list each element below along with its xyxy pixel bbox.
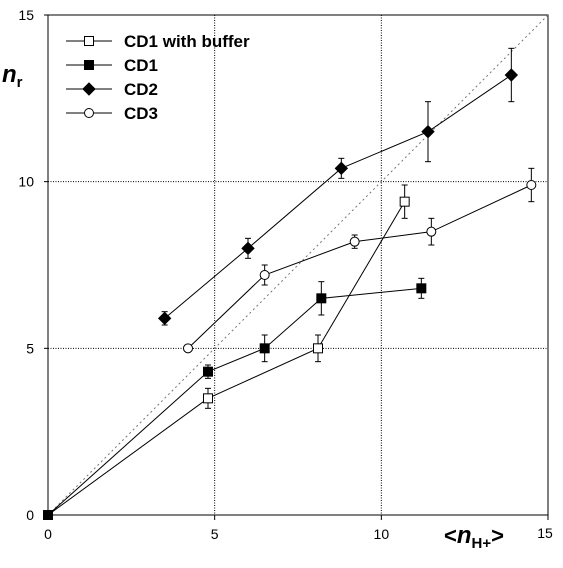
series-line-cd2 (164, 74, 512, 319)
y-axis-label: nr (2, 61, 23, 91)
y-tick-label: 5 (26, 340, 34, 356)
data-point-cd2 (157, 311, 172, 326)
legend-marker (84, 108, 94, 118)
data-point-cd2 (504, 68, 519, 82)
plot-frame (47, 14, 549, 516)
grid (48, 15, 548, 515)
legend-label: CD1 (124, 56, 158, 75)
reference-diagonal-line (47, 14, 549, 516)
data-point-cd3 (526, 180, 537, 190)
data-point-cd3 (426, 226, 437, 237)
data-point-cd3 (259, 270, 270, 280)
data-point-cd1 (259, 343, 270, 354)
x-tick-label: 15 (537, 525, 553, 541)
legend-marker (84, 36, 94, 46)
data-point-cd1-with-buffer (399, 196, 410, 207)
data-point-cd3 (349, 236, 360, 247)
y-tick-label: 10 (18, 174, 34, 190)
series-line-cd1-with-buffer (47, 201, 406, 516)
x-tick-label: 0 (44, 526, 52, 542)
x-tick-label: 5 (211, 526, 219, 542)
x-axis-label: <nH+> (444, 522, 504, 552)
data-point-cd1 (203, 366, 213, 377)
legend: CD1 with buffer CD1 CD2 CD3 (66, 32, 250, 123)
y-tick-label: 15 (18, 7, 34, 23)
series-cd3 (183, 167, 537, 354)
legend-label: CD3 (124, 104, 158, 123)
data-point-cd2 (241, 241, 255, 256)
series-line-cd1 (47, 287, 422, 516)
series-layer (43, 47, 537, 520)
series-cd2 (157, 47, 519, 326)
data-point-cd1 (316, 293, 327, 304)
data-point-cd1-with-buffer (313, 343, 323, 354)
legend-entry-cd2: CD2 (66, 80, 158, 99)
x-tick-label: 10 (374, 526, 390, 542)
legend-entry-cd3: CD3 (66, 104, 158, 123)
data-point-cd1 (43, 510, 53, 520)
y-tick-label: 0 (26, 507, 34, 523)
data-point-cd1 (416, 283, 427, 294)
axis-ticks: 0 5 10 15 0 5 10 15 (18, 7, 553, 542)
legend-marker (82, 82, 96, 96)
legend-entry-cd1: CD1 (66, 56, 158, 75)
data-point-cd3 (183, 343, 193, 354)
data-point-cd2 (421, 124, 435, 139)
legend-label: CD1 with buffer (124, 32, 250, 51)
series-cd1 (43, 277, 427, 520)
legend-marker (84, 60, 94, 70)
legend-label: CD2 (124, 80, 158, 99)
data-point-cd2 (334, 161, 349, 176)
legend-entry-cd1-with-buffer: CD1 with buffer (66, 32, 250, 51)
data-point-cd1-with-buffer (203, 393, 213, 404)
